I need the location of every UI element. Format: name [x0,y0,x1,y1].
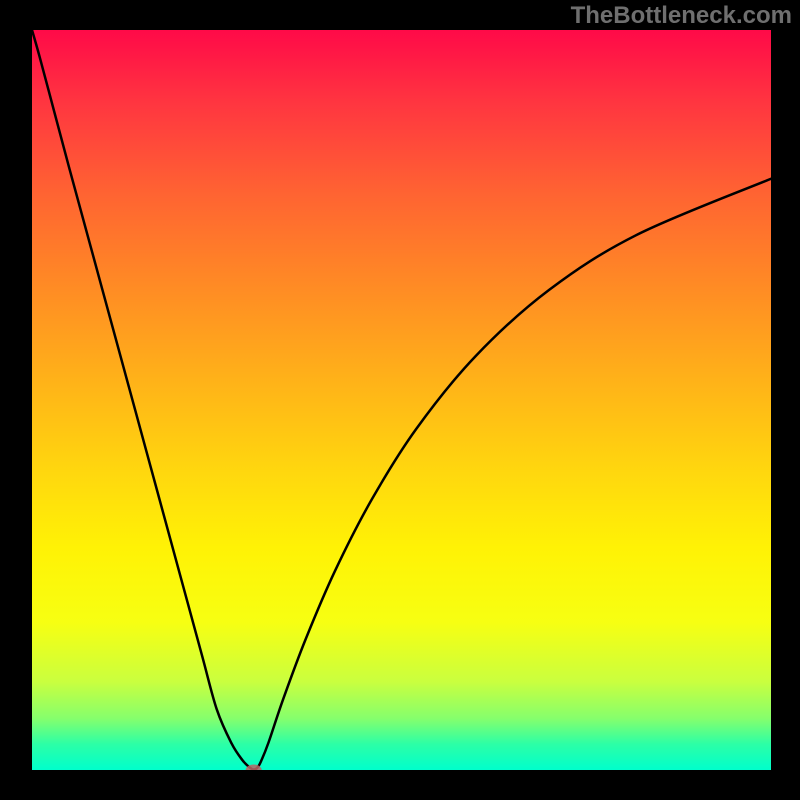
chart-frame: TheBottleneck.com [0,0,800,800]
plot-svg [32,30,771,770]
watermark-text: TheBottleneck.com [571,2,792,30]
gradient-background [32,30,771,770]
plot-area [32,30,771,770]
